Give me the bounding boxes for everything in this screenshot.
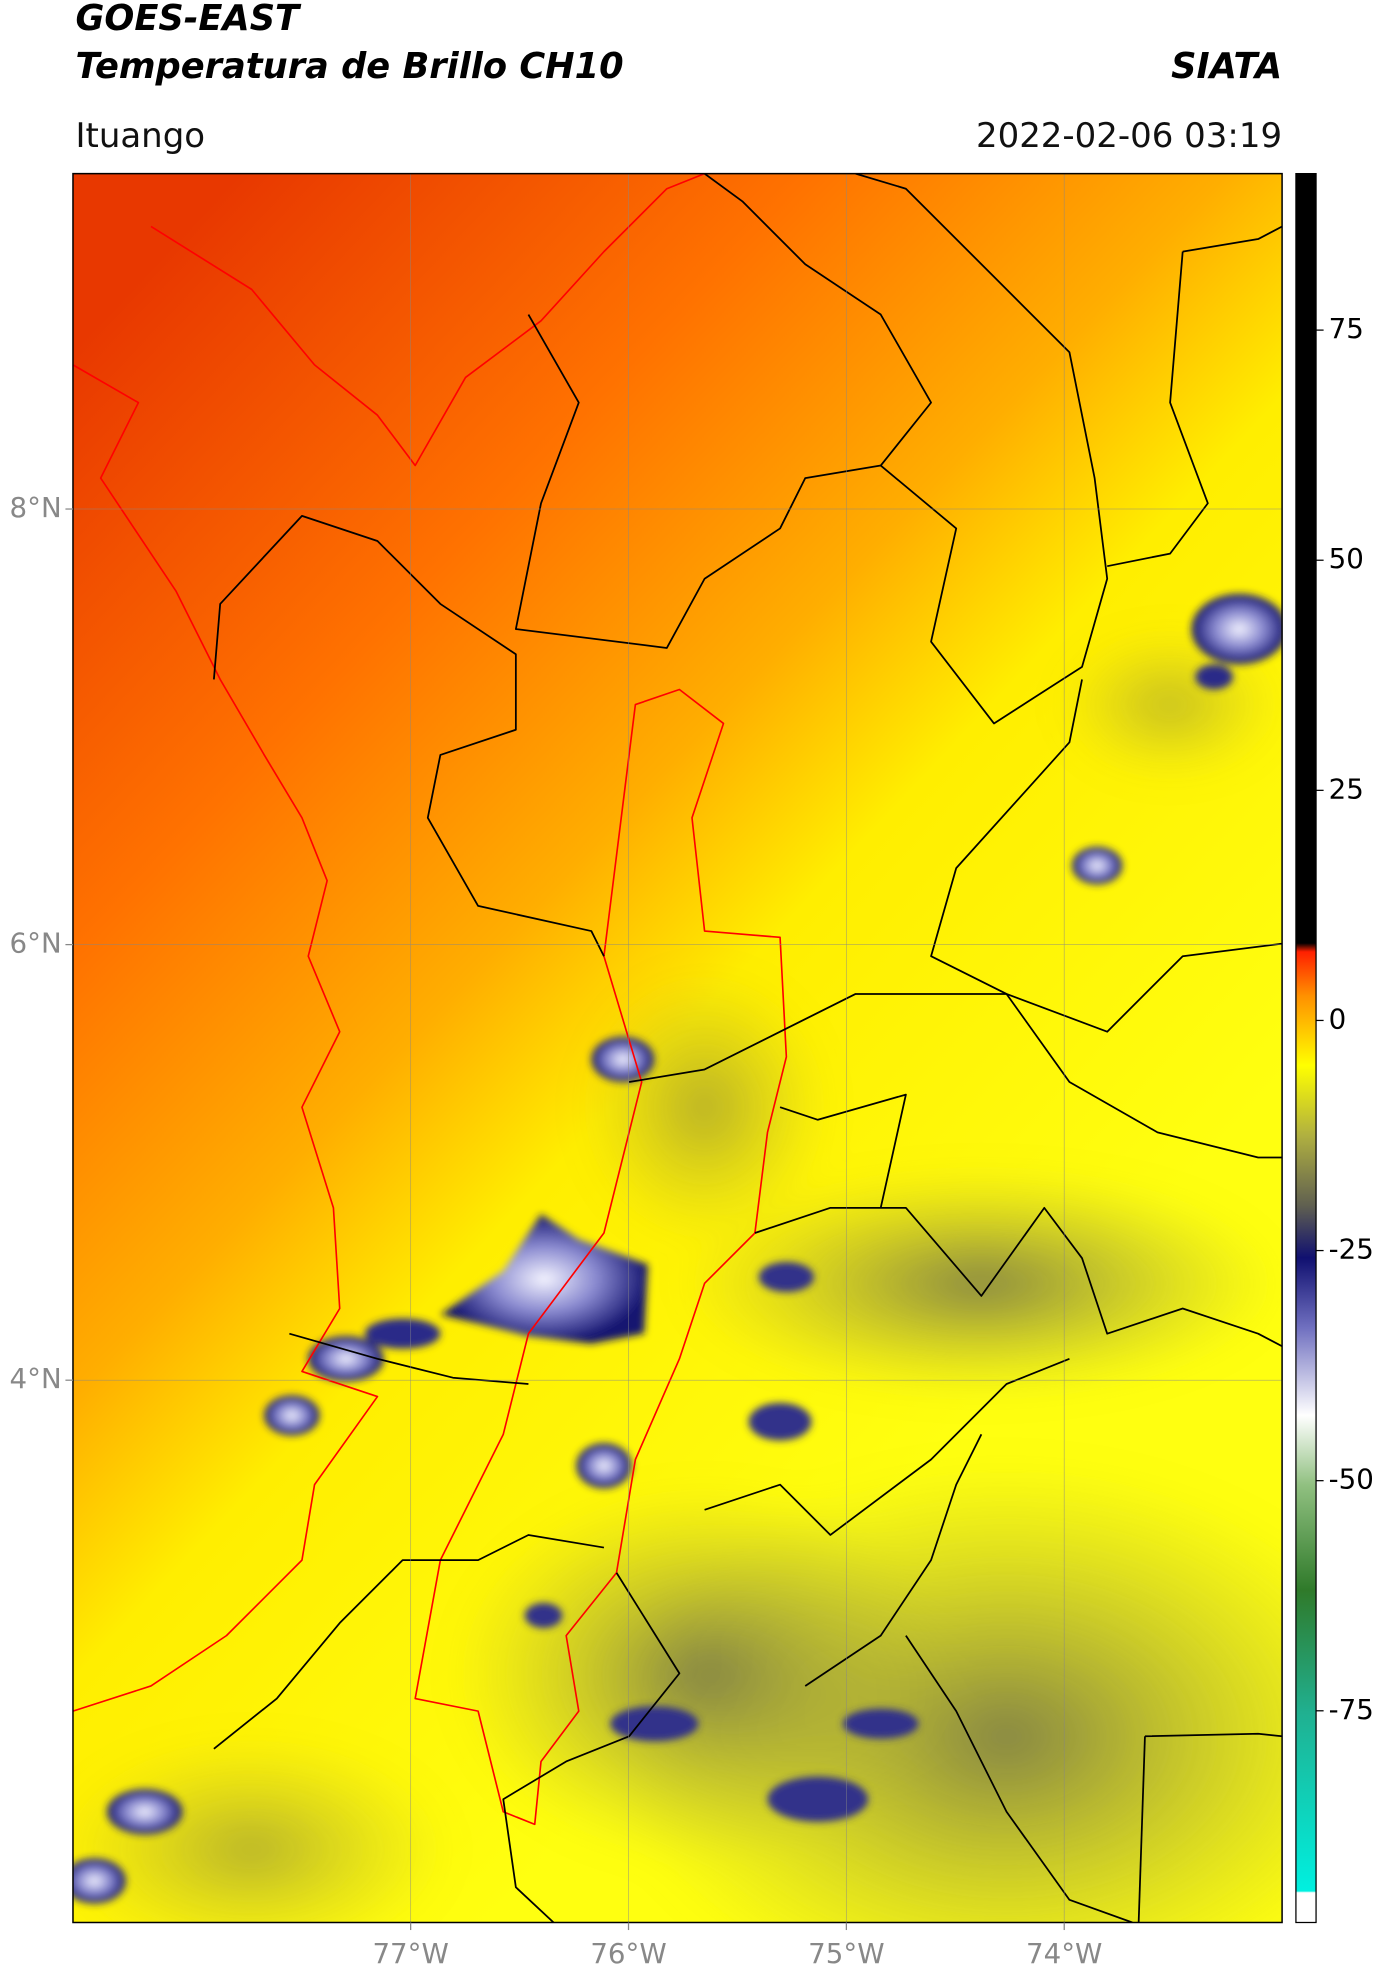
datetime-label: 2022-02-06 03:19: [976, 116, 1282, 156]
x-tick-label: 77°W: [372, 1937, 448, 1970]
graticule: [72, 173, 1283, 1923]
org-label: SIATA: [1171, 46, 1282, 87]
colorbar-tick-label: -50: [1329, 1463, 1374, 1496]
title-line2: Temperatura de Brillo CH10: [75, 46, 623, 87]
colorbar-tick-label: -75: [1329, 1693, 1374, 1726]
map-frame: [72, 172, 1283, 1924]
ticks: 77°W 76°W 75°W 74°W 8°N 6°N 4°N 75 50 25 0 -25 -50 -7…: [10, 312, 1374, 1970]
colorbar: [1295, 172, 1317, 1924]
y-tick-label: 8°N: [10, 491, 62, 524]
x-tick-label: 76°W: [590, 1937, 666, 1970]
location-label: Ituango: [75, 116, 205, 156]
boundaries: [72, 173, 1283, 1923]
x-tick-label: 75°W: [808, 1937, 884, 1970]
colorbar-tick-label: 75: [1329, 312, 1364, 345]
title-line1: GOES-EAST: [75, 0, 302, 39]
y-tick-label: 6°N: [10, 927, 62, 960]
map-layer: [72, 173, 1283, 1923]
colorbar-tick-label: 25: [1329, 772, 1364, 805]
colorbar-tick-label: -25: [1329, 1233, 1374, 1266]
colorbar-tick-label: 0: [1329, 1002, 1347, 1035]
y-tick-label: 4°N: [10, 1362, 62, 1395]
x-tick-label: 74°W: [1026, 1937, 1102, 1970]
colorbar-tick-label: 50: [1329, 542, 1364, 575]
